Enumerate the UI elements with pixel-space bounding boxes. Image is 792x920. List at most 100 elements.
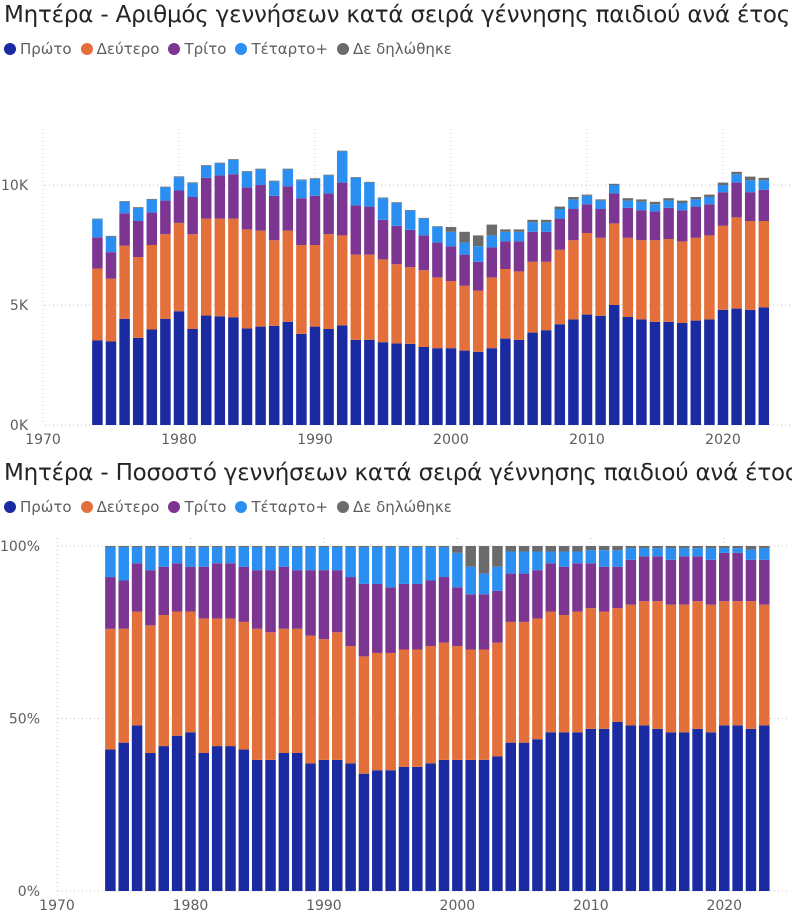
bar-segment-first[interactable] (132, 337, 144, 425)
bar-segment-first[interactable] (323, 329, 334, 425)
bar-segment-second[interactable] (305, 635, 316, 764)
bar-segment-fourth[interactable] (118, 547, 129, 581)
bar-segment-undeclared[interactable] (692, 546, 703, 549)
bar-segment-second[interactable] (585, 608, 597, 729)
bar-segment-first[interactable] (759, 725, 770, 891)
bar-segment-third[interactable] (532, 570, 543, 619)
bar-segment-undeclared[interactable] (598, 546, 610, 551)
bar-segment-fourth[interactable] (145, 547, 156, 571)
bar-segment-second[interactable] (132, 257, 144, 338)
bar-segment-undeclared[interactable] (704, 194, 715, 197)
bar-segment-third[interactable] (692, 556, 703, 602)
bar-segment-undeclared[interactable] (717, 182, 729, 185)
bar-segment-second[interactable] (309, 245, 321, 327)
bar-segment-fourth[interactable] (518, 551, 530, 574)
bar-segment-third[interactable] (241, 187, 253, 230)
bar-segment-undeclared[interactable] (92, 218, 103, 220)
bar-segment-third[interactable] (185, 566, 196, 612)
bar-segment-first[interactable] (398, 766, 410, 891)
legend-item-second[interactable]: Δεύτερο (80, 40, 159, 58)
bar-segment-second[interactable] (198, 618, 210, 753)
legend-item-fourth[interactable]: Τέταρτο+ (235, 498, 328, 516)
bar-segment-first[interactable] (585, 728, 597, 891)
bar-segment-third[interactable] (173, 190, 185, 223)
bar-segment-undeclared[interactable] (532, 546, 543, 552)
bar-segment-undeclared[interactable] (278, 546, 290, 548)
bar-segment-second[interactable] (540, 261, 552, 331)
bar-segment-third[interactable] (704, 204, 715, 236)
bar-segment-second[interactable] (185, 611, 196, 733)
bar-segment-first[interactable] (391, 343, 402, 425)
bar-segment-first[interactable] (732, 725, 743, 891)
bar-segment-second[interactable] (187, 234, 198, 329)
bar-segment-second[interactable] (568, 240, 579, 320)
bar-segment-third[interactable] (105, 252, 117, 279)
bar-segment-third[interactable] (758, 189, 770, 221)
bar-segment-fourth[interactable] (452, 552, 463, 588)
bar-segment-first[interactable] (241, 328, 253, 425)
bar-segment-second[interactable] (118, 628, 129, 743)
bar-segment-fourth[interactable] (705, 548, 717, 560)
bar-segment-second[interactable] (265, 632, 276, 760)
bar-segment-second[interactable] (745, 601, 757, 729)
bar-segment-third[interactable] (105, 577, 116, 629)
legend-item-undeclared[interactable]: Δε δηλώθηκε (336, 40, 452, 58)
bar-segment-second[interactable] (581, 233, 593, 315)
bar-segment-first[interactable] (171, 735, 183, 891)
bar-segment-first[interactable] (676, 323, 688, 425)
bar-segment-third[interactable] (558, 566, 570, 615)
bar-segment-second[interactable] (291, 628, 303, 753)
bar-segment-first[interactable] (612, 721, 623, 891)
bar-segment-first[interactable] (238, 749, 250, 891)
bar-segment-undeclared[interactable] (572, 546, 583, 552)
bar-segment-undeclared[interactable] (638, 546, 650, 549)
bar-segment-fourth[interactable] (554, 209, 566, 219)
bar-segment-fourth[interactable] (282, 169, 294, 187)
bar-segment-fourth[interactable] (225, 547, 236, 564)
bar-segment-undeclared[interactable] (158, 546, 170, 548)
bar-segment-third[interactable] (731, 182, 742, 218)
bar-segment-third[interactable] (732, 552, 743, 602)
bar-segment-second[interactable] (625, 604, 637, 726)
bar-segment-second[interactable] (385, 652, 396, 771)
bar-segment-undeclared[interactable] (132, 207, 144, 208)
bar-segment-fourth[interactable] (478, 573, 490, 595)
bar-segment-undeclared[interactable] (558, 546, 570, 552)
bar-segment-first[interactable] (228, 317, 239, 425)
bar-segment-undeclared[interactable] (358, 546, 370, 548)
bar-segment-fourth[interactable] (612, 550, 623, 567)
bar-segment-third[interactable] (323, 193, 334, 235)
bar-segment-second[interactable] (171, 611, 183, 736)
bar-segment-undeclared[interactable] (251, 546, 263, 548)
bar-segment-third[interactable] (377, 219, 389, 260)
bar-segment-second[interactable] (432, 277, 443, 349)
bar-segment-first[interactable] (692, 728, 703, 891)
bar-segment-undeclared[interactable] (265, 546, 276, 548)
bar-segment-second[interactable] (505, 621, 516, 743)
bar-segment-fourth[interactable] (214, 163, 226, 176)
bar-segment-fourth[interactable] (622, 200, 634, 208)
bar-segment-fourth[interactable] (377, 198, 389, 220)
bar-segment-first[interactable] (704, 319, 715, 425)
bar-segment-fourth[interactable] (278, 547, 290, 567)
bar-segment-third[interactable] (500, 241, 511, 269)
bar-segment-fourth[interactable] (228, 159, 239, 175)
bar-segment-second[interactable] (345, 646, 356, 764)
bar-segment-second[interactable] (438, 642, 450, 760)
bar-segment-fourth[interactable] (105, 547, 116, 578)
bar-segment-first[interactable] (665, 732, 677, 891)
bar-segment-second[interactable] (377, 259, 389, 343)
bar-segment-second[interactable] (527, 261, 538, 333)
bar-segment-fourth[interactable] (291, 547, 303, 571)
bar-segment-fourth[interactable] (425, 547, 436, 581)
bar-segment-first[interactable] (744, 309, 756, 425)
bar-segment-third[interactable] (158, 566, 170, 615)
bar-segment-second[interactable] (296, 245, 307, 334)
bar-segment-second[interactable] (598, 611, 610, 729)
bar-segment-second[interactable] (255, 230, 266, 327)
bar-segment-undeclared[interactable] (719, 546, 730, 549)
bar-segment-second[interactable] (105, 278, 117, 342)
bar-segment-second[interactable] (486, 277, 498, 349)
bar-segment-second[interactable] (358, 656, 370, 774)
bar-segment-third[interactable] (265, 570, 276, 633)
